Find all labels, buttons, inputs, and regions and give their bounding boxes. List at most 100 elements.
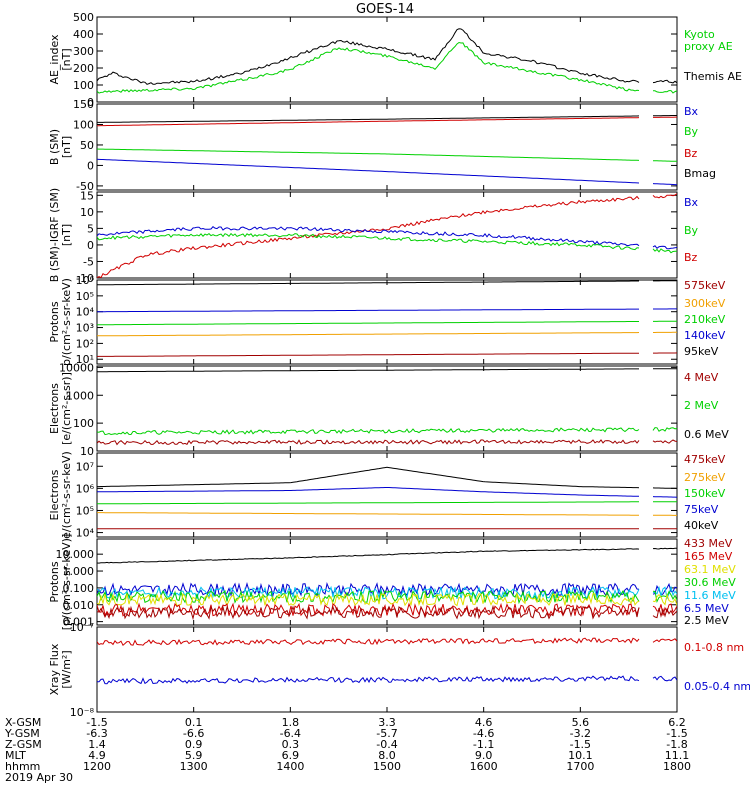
y-axis-label: Electrons <box>48 469 61 520</box>
series-line-63-1-mev <box>97 592 677 607</box>
y-tick-label: -10 <box>76 272 94 285</box>
series-line-4-mev <box>97 439 677 446</box>
legend-entry: 63.1 MeV <box>684 563 736 576</box>
y-tick-label: 1.000 <box>63 565 95 578</box>
panel-frame <box>96 191 678 279</box>
y-axis-label: [p/(cm²-s-sr-keV)] <box>60 534 73 631</box>
x-axis-table: X-GSM -1.5 0.1 1.8 3.3 4.6 5.6 6.2 Y-GSM -6.3 -6.6… <box>4 716 691 784</box>
panel-bigrf: 15 10 5 0 -5 -10 B (SM)-IGRF (SM) [nT] Bx By Bz <box>48 188 699 285</box>
y-axis-label: [nT] <box>60 48 73 70</box>
axis-row-value: -1.5 <box>570 738 591 751</box>
panel-frame <box>96 365 678 452</box>
axis-row-value: 4.6 <box>475 716 493 729</box>
legend-entry: Bx <box>684 105 699 118</box>
y-tick-label: 10⁻⁷ <box>70 621 94 634</box>
series-line-bz <box>97 116 677 127</box>
panel-electrons2: 10⁷ 10⁶ 10⁵ 10⁴ Electrons e/(cm²-s-sr-keV) 475… <box>48 451 726 539</box>
legend-entry: By <box>684 125 699 138</box>
y-tick-label: 0 <box>87 239 94 252</box>
legend-entry: Themis AE <box>683 70 742 83</box>
legend-entry: Bz <box>684 251 698 264</box>
y-axis-label: Xray Flux <box>48 643 61 695</box>
axis-row-value: -5.7 <box>376 727 397 740</box>
series-line-75kev <box>97 487 677 498</box>
legend-entry: 95keV <box>684 345 719 358</box>
y-tick-label: 10³ <box>76 322 94 335</box>
legend-entry: 275keV <box>684 471 726 484</box>
axis-row-value: 3.3 <box>378 716 396 729</box>
legend-entry: 40keV <box>684 519 719 532</box>
legend-entry: Bmag <box>684 167 716 180</box>
y-tick-label: 10¹ <box>76 353 94 366</box>
axis-row-value: 0.1 <box>185 716 203 729</box>
y-axis-label: [W/m²] <box>60 650 73 688</box>
axis-row-value: 1200 <box>83 760 111 773</box>
series-line-2-mev <box>97 427 677 436</box>
series-line-0-1-0-8-nm <box>97 637 677 646</box>
legend-entry: 0.6 MeV <box>684 428 729 441</box>
y-axis-label: p/(cm²-s-sr-keV) <box>60 278 73 366</box>
series-line-2-5-mev <box>97 547 677 564</box>
y-tick-label: 10⁷ <box>76 460 94 473</box>
y-tick-label: 10 <box>80 206 94 219</box>
axis-row-label: MLT <box>5 749 26 762</box>
series-group <box>97 368 677 446</box>
series-group <box>97 115 677 186</box>
legend-entry: 11.6 MeV <box>684 589 736 602</box>
series-line-95kev <box>97 280 677 286</box>
legend-entry: 75keV <box>684 503 719 516</box>
y-tick-label: 200 <box>73 62 94 75</box>
y-tick-label: 10 <box>80 445 94 458</box>
legend-entry: 165 MeV <box>684 550 733 563</box>
legend-entry: Bx <box>684 196 699 209</box>
y-tick-label: 10⁵ <box>76 290 94 303</box>
axis-row-value: -1.1 <box>473 738 494 751</box>
series-line-575kev <box>97 352 677 357</box>
axis-row-value: 1.8 <box>282 716 300 729</box>
series-line-150kev <box>97 501 677 505</box>
axis-row-value: 5.6 <box>572 716 590 729</box>
axis-row-label: X-GSM <box>5 716 41 729</box>
legend-entry: 30.6 MeV <box>684 576 736 589</box>
legend-entry: 210keV <box>684 313 726 326</box>
figure-title: GOES-14 <box>356 2 414 17</box>
series-group <box>97 280 677 357</box>
y-tick-label: 1000 <box>66 389 94 402</box>
panel-electrons1: 10000 1000 100 10 Electrons [e/(cm²-s-sr)] 4 M… <box>48 361 729 458</box>
series-line-0-05-0-4-nm <box>97 675 677 685</box>
y-tick-label: 10⁵ <box>76 504 94 517</box>
y-tick-label: 10² <box>76 337 94 350</box>
series-group <box>97 466 677 530</box>
axis-row-value: 1.4 <box>88 738 106 751</box>
y-tick-label: 10⁶ <box>76 482 95 495</box>
legend-entry: 0.1-0.8 nm <box>684 641 744 654</box>
series-line-210kev <box>97 320 677 326</box>
y-tick-label: 10⁴ <box>76 306 95 319</box>
axis-row-label: Z-GSM <box>5 738 42 751</box>
series-group <box>97 547 677 621</box>
y-tick-label: 10⁶ <box>76 274 95 287</box>
legend-entry: Bz <box>684 147 698 160</box>
y-axis-label: AE_index <box>48 34 61 85</box>
y-tick-label: 500 <box>73 11 94 24</box>
y-axis-label: Electrons <box>48 383 61 434</box>
y-axis-label: Protons <box>48 301 61 342</box>
series-line-bx <box>97 158 677 186</box>
axis-row-value: 10.1 <box>568 749 593 762</box>
y-tick-label: 100 <box>73 417 94 430</box>
y-axis-label: e/(cm²-s-sr-keV) <box>60 451 73 539</box>
axis-row-value: -4.6 <box>473 727 494 740</box>
axis-row-value: -6.4 <box>280 727 301 740</box>
legend-entry: 150keV <box>684 487 726 500</box>
y-tick-label: 0.001 <box>63 616 95 629</box>
axis-row-value: 1500 <box>373 760 401 773</box>
axis-row-value: -0.4 <box>376 738 397 751</box>
legend-entry: 140keV <box>684 329 726 342</box>
legend-entry: proxy AE <box>684 40 733 53</box>
legend-entry: 2.5 MeV <box>684 614 729 627</box>
y-tick-label: 100 <box>73 118 94 131</box>
y-tick-label: 0 <box>87 96 94 109</box>
axis-row-value: 8.0 <box>378 749 396 762</box>
axis-row-value: 9.0 <box>475 749 493 762</box>
axis-row-value: 6.2 <box>668 716 686 729</box>
